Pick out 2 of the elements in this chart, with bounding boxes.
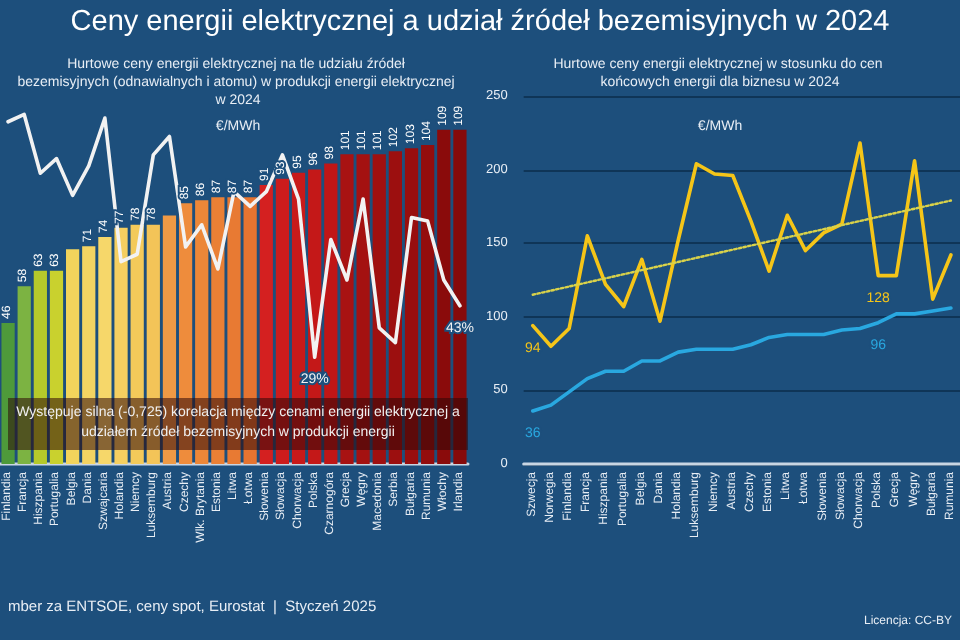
bar: [1, 322, 15, 464]
chart-title: Ceny energii elektrycznej a udział źródeł bezemisyjnych w 2024: [68, 6, 892, 38]
